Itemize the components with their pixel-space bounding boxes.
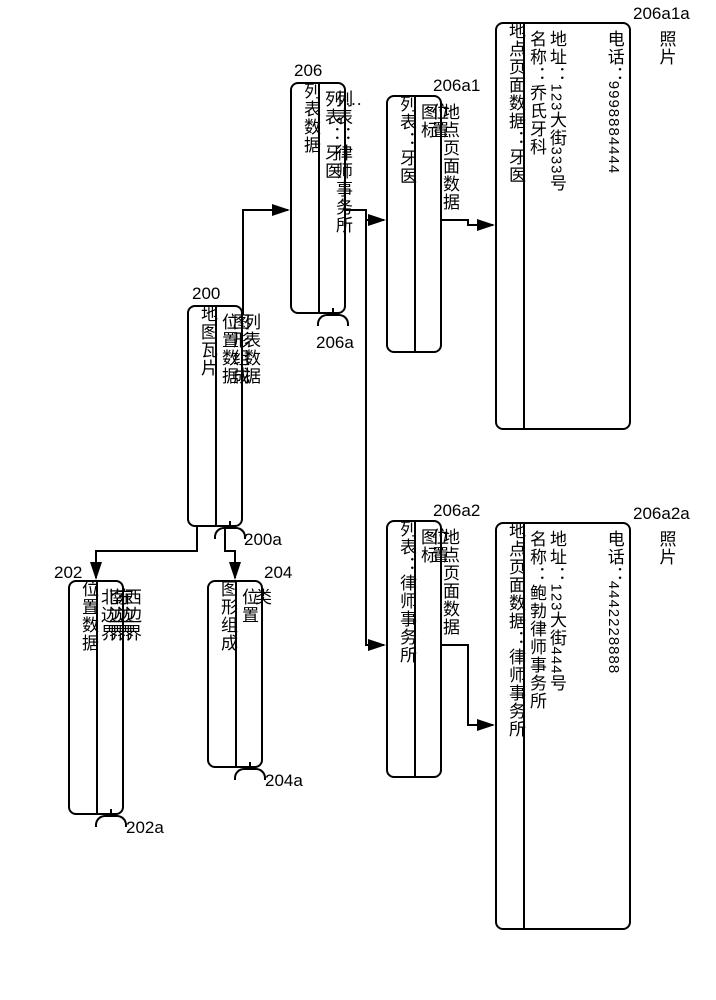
map-tile-line: 列表数据 xyxy=(242,307,259,525)
node-list-lawfirm: 列表：律师事务所 图标 位置 地点页面数据 xyxy=(386,520,442,778)
ref-206a2a: 206a2a xyxy=(633,504,690,524)
node-list-data: 列表数据 列表：牙医 列表：律师事务所 … xyxy=(290,82,346,314)
brace-202a xyxy=(95,815,127,827)
ref-204a: 204a xyxy=(265,771,303,791)
ref-204: 204 xyxy=(264,563,292,583)
node-place-lawfirm: 地点页面数据：律师事务所 名称：鲍勃律师事务所 地址：123大街444号 电话：… xyxy=(495,522,631,930)
ref-202a: 202a xyxy=(126,818,164,838)
edge-200-206 xyxy=(243,210,288,315)
brace-200a xyxy=(214,527,246,539)
ref-206a1a: 206a1a xyxy=(633,4,690,24)
loc-line: 西边界 xyxy=(123,582,140,813)
kv-row: 电话：4442228888 xyxy=(567,524,660,928)
kv-row: 地址：123大街333号 xyxy=(542,24,570,428)
ref-200: 200 xyxy=(192,284,220,304)
lawfirm-line: 地点页面数据 xyxy=(441,522,458,776)
node-map-tile: 地图瓦片 位置数据 图形组成 列表数据 xyxy=(187,305,243,527)
brace-204a xyxy=(234,768,266,780)
ref-202: 202 xyxy=(54,563,82,583)
ref-206a2: 206a2 xyxy=(433,501,480,521)
gc-line: 类 xyxy=(253,582,270,766)
brace-206a xyxy=(317,314,349,326)
kv-row: 电话：9998884444 xyxy=(567,24,660,428)
ref-206a1: 206a1 xyxy=(433,76,480,96)
ref-200a: 200a xyxy=(244,530,282,550)
node-place-dentist: 地点页面数据：牙医 名称：乔氏牙科 地址：123大街333号 电话：999888… xyxy=(495,22,631,430)
node-location-data: 位置数据 北边界 南边界 东边界 西边界 xyxy=(68,580,124,815)
node-graphic-comp: 图形组成 位置 类 xyxy=(207,580,263,768)
ref-206a: 206a xyxy=(316,333,354,353)
ellipsis: … xyxy=(345,84,362,312)
kv-row: URL:www.joesdentistry.com xyxy=(671,24,716,428)
kv-row: 地址：123大街444号 xyxy=(542,524,570,928)
edge-200-202 xyxy=(96,527,197,578)
node-list-dentist: 列表：牙医 图标 位置 地点页面数据 xyxy=(386,95,442,353)
dentist-line: 地点页面数据 xyxy=(441,97,458,351)
kv-row: URL:www.bobslawoffice.com xyxy=(671,524,716,928)
ref-206: 206 xyxy=(294,61,322,81)
